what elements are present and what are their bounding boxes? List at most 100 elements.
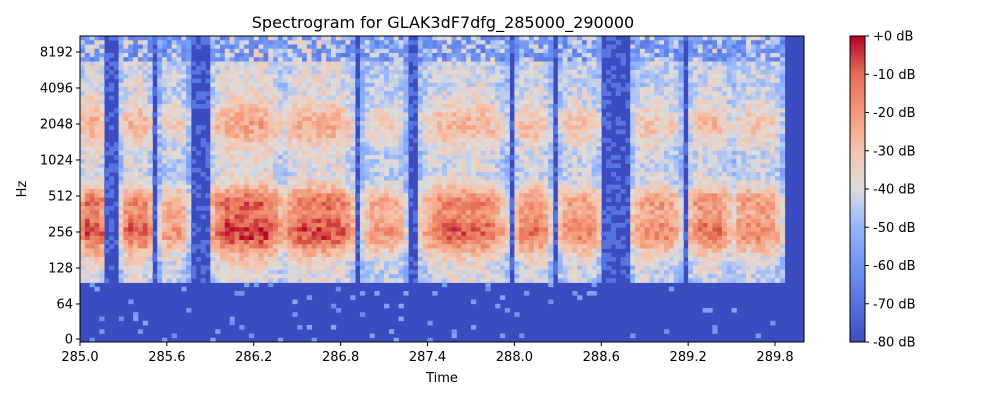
heatmap-cell — [215, 189, 221, 194]
heatmap-cell — [84, 95, 91, 101]
heatmap-cell — [495, 142, 501, 147]
heatmap-cell — [239, 78, 245, 84]
heatmap-cell — [504, 129, 510, 135]
heatmap-cell — [234, 87, 240, 92]
heatmap-cell — [403, 274, 409, 279]
heatmap-cell — [359, 133, 366, 139]
heatmap-cell — [273, 206, 279, 211]
heatmap-cell — [253, 261, 259, 266]
heatmap-cell — [470, 48, 477, 54]
heatmap-cell — [215, 184, 221, 190]
heatmap-cell — [350, 108, 356, 113]
heatmap-cell — [379, 65, 385, 71]
heatmap-cell — [244, 265, 250, 271]
heatmap-cell — [485, 133, 491, 139]
heatmap-cell — [466, 57, 472, 62]
heatmap-cell — [466, 142, 472, 147]
heatmap-cell — [456, 78, 462, 84]
heatmap-cell — [157, 206, 163, 211]
heatmap-cell — [499, 206, 506, 211]
heatmap-cell — [442, 244, 448, 249]
heatmap-cell — [398, 40, 404, 45]
heatmap-cell — [133, 235, 139, 241]
heatmap-cell — [524, 274, 530, 279]
heatmap-cell — [200, 65, 206, 71]
heatmap-cell — [84, 206, 91, 211]
heatmap-cell — [215, 265, 221, 271]
heatmap-cell — [181, 231, 187, 237]
heatmap-cell — [292, 150, 298, 156]
heatmap-cell — [470, 184, 477, 190]
heatmap-cell — [176, 180, 182, 186]
heatmap-cell — [297, 218, 303, 224]
heatmap-cell — [142, 172, 148, 177]
heatmap-cell — [456, 257, 462, 262]
heatmap-cell — [186, 57, 192, 62]
heatmap-cell — [277, 210, 284, 215]
heatmap-cell — [403, 112, 409, 118]
heatmap-cell — [437, 201, 443, 207]
heatmap-cell — [229, 214, 235, 220]
heatmap-cell — [461, 112, 467, 118]
heatmap-cell — [108, 167, 115, 173]
heatmap-cell — [350, 78, 356, 84]
heatmap-cell — [417, 121, 424, 126]
heatmap-cell — [485, 82, 491, 88]
heatmap-cell — [292, 48, 298, 54]
heatmap-cell — [200, 278, 206, 283]
heatmap-cell — [287, 133, 293, 139]
heatmap-cell — [499, 176, 506, 181]
heatmap-cell — [162, 53, 168, 58]
heatmap-cell — [466, 91, 472, 96]
heatmap-cell — [427, 138, 433, 143]
heatmap-cell — [350, 142, 356, 147]
heatmap-cell — [451, 214, 457, 220]
heatmap-cell — [277, 223, 284, 228]
heatmap-cell — [181, 176, 187, 181]
heatmap-cell — [234, 269, 240, 275]
heatmap-cell — [417, 278, 424, 283]
heatmap-cell — [229, 180, 235, 186]
heatmap-cell — [215, 78, 221, 84]
heatmap-cell — [519, 252, 525, 258]
heatmap-cell — [359, 78, 366, 84]
heatmap-cell — [509, 155, 515, 160]
heatmap-cell — [244, 261, 250, 266]
heatmap-cell — [524, 248, 530, 254]
heatmap-cell — [210, 163, 216, 169]
heatmap-cell — [142, 265, 148, 271]
heatmap-cell — [374, 274, 380, 279]
heatmap-cell — [253, 201, 259, 207]
heatmap-cell — [123, 248, 129, 254]
heatmap-cell — [466, 74, 472, 79]
heatmap-cell — [437, 180, 443, 186]
heatmap-cell — [186, 274, 192, 279]
heatmap-cell — [99, 184, 105, 190]
heatmap-cell — [504, 235, 510, 241]
heatmap-cell — [248, 65, 255, 71]
heatmap-cell — [350, 176, 356, 181]
heatmap-cell — [234, 172, 240, 177]
heatmap-cell — [364, 146, 370, 152]
heatmap-cell — [427, 240, 433, 245]
heatmap-cell — [94, 142, 100, 147]
heatmap-cell — [316, 257, 322, 262]
heatmap-cell — [326, 53, 332, 58]
heatmap-cell — [219, 133, 226, 139]
heatmap-cell — [403, 61, 409, 67]
heatmap-cell — [244, 99, 250, 105]
heatmap-cell — [330, 91, 337, 96]
heatmap-cell — [422, 223, 428, 228]
heatmap-cell — [224, 210, 231, 215]
heatmap-cell — [388, 150, 395, 156]
heatmap-cell — [326, 240, 332, 245]
heatmap-cell — [490, 40, 496, 45]
heatmap-cell — [123, 150, 129, 156]
heatmap-cell — [239, 40, 245, 45]
heatmap-cell — [321, 231, 327, 237]
heatmap-cell — [234, 40, 240, 45]
heatmap-cell — [147, 265, 153, 271]
heatmap-cell — [451, 133, 457, 139]
heatmap-cell — [263, 218, 269, 224]
heatmap-cell — [446, 104, 453, 109]
